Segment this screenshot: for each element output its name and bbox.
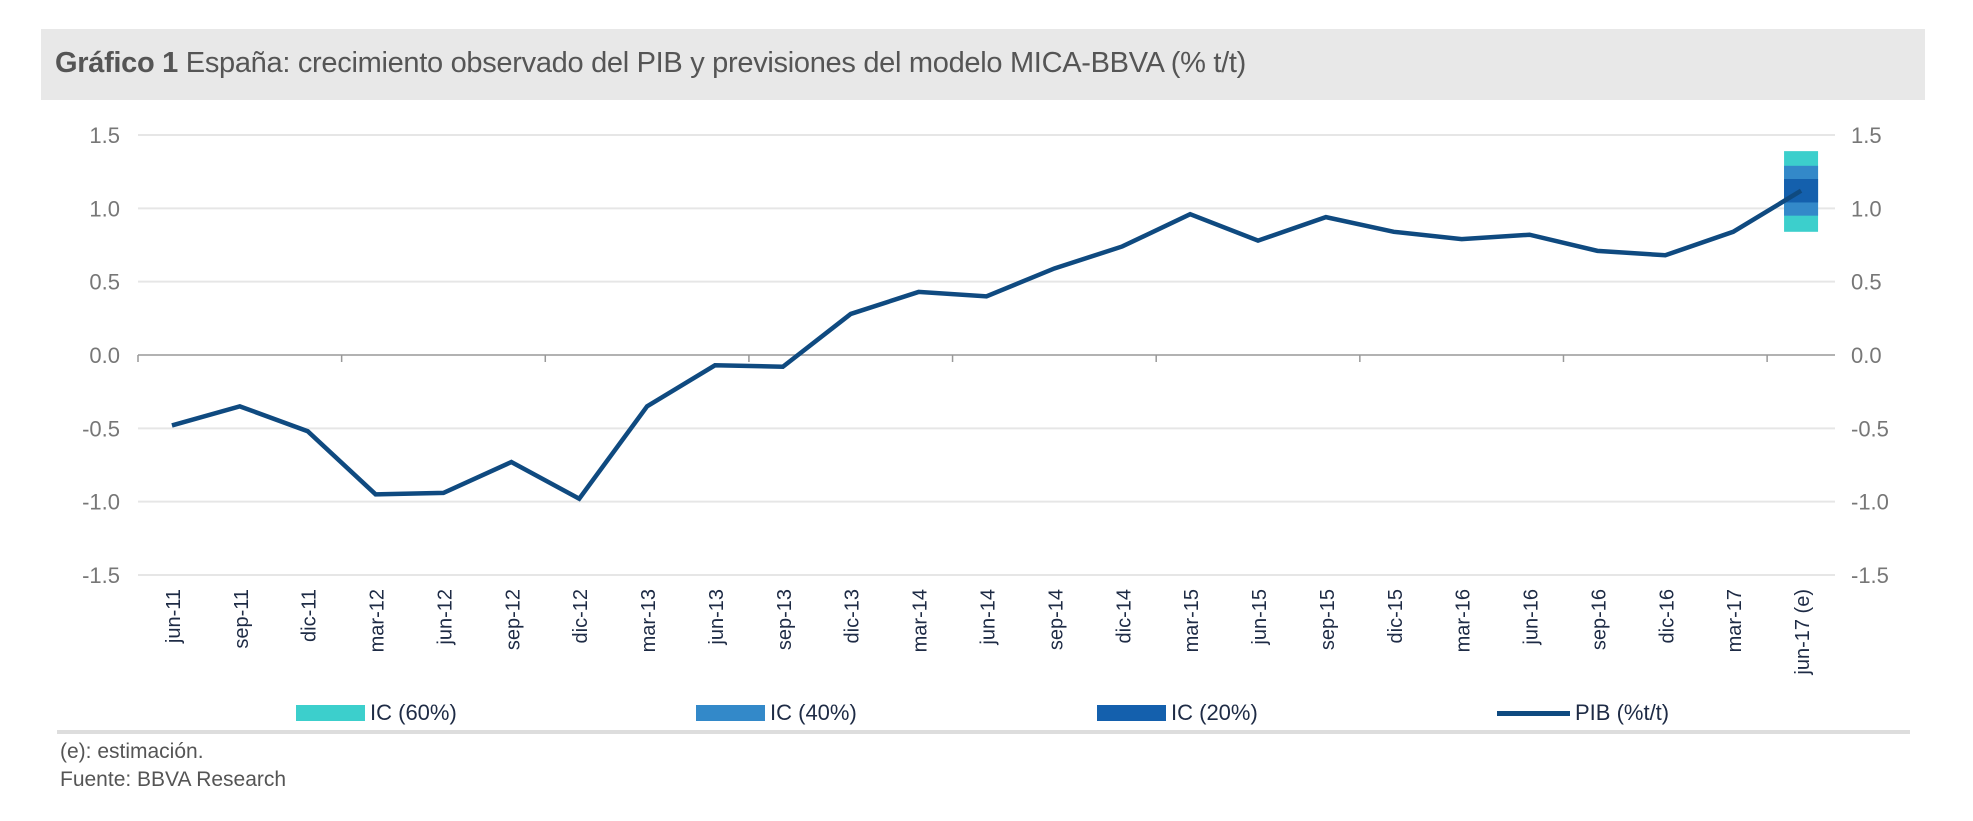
x-tick-label: jun-12 bbox=[434, 589, 456, 646]
y-tick-label-right: -1.5 bbox=[1851, 563, 1889, 588]
footnote-estimation: (e): estimación. bbox=[60, 740, 204, 763]
x-tick-label: dic-11 bbox=[299, 589, 321, 642]
x-tick-label: mar-12 bbox=[367, 589, 389, 652]
y-tick-label-left: 0.0 bbox=[89, 343, 120, 368]
x-tick-label: dic-13 bbox=[842, 589, 864, 643]
x-tick-label: jun-11 bbox=[163, 589, 185, 644]
x-tick-label: dic-16 bbox=[1656, 589, 1678, 643]
x-tick-label: sep-14 bbox=[1045, 589, 1067, 650]
chart-title-prefix: Gráfico 1 bbox=[55, 47, 179, 79]
footnote-source: Fuente: BBVA Research bbox=[60, 768, 287, 791]
pib-line bbox=[171, 188, 1803, 502]
x-tick-label: sep-12 bbox=[502, 589, 524, 650]
x-tick-label: dic-14 bbox=[1113, 589, 1135, 643]
legend-swatch-ic-60 bbox=[296, 705, 365, 721]
legend-label: IC (40%) bbox=[770, 700, 857, 725]
x-tick-label: dic-15 bbox=[1385, 589, 1407, 643]
legend-swatch-ic-20 bbox=[1097, 705, 1166, 721]
legend-ic-40: IC (40%) bbox=[696, 700, 857, 726]
legend-ic-20: IC (20%) bbox=[1097, 700, 1258, 726]
chart-title-text: España: crecimiento observado del PIB y … bbox=[185, 47, 1247, 79]
legend-pib: PIB (%t/t) bbox=[1497, 700, 1669, 726]
x-tick-label: mar-14 bbox=[910, 589, 932, 652]
y-tick-label-left: 1.5 bbox=[89, 123, 120, 148]
x-tick-label: mar-15 bbox=[1181, 589, 1203, 652]
y-tick-label-left: -1.0 bbox=[82, 490, 120, 515]
legend-ic-60: IC (60%) bbox=[296, 700, 457, 726]
y-tick-label-right: -1.0 bbox=[1851, 490, 1889, 515]
x-tick-label: sep-15 bbox=[1317, 589, 1339, 650]
y-tick-label-right: 0.5 bbox=[1851, 270, 1882, 295]
y-tick-label-left: -0.5 bbox=[82, 416, 120, 441]
y-tick-label-left: 0.5 bbox=[89, 270, 120, 295]
x-tick-label: mar-16 bbox=[1453, 589, 1475, 652]
y-tick-label-right: 1.0 bbox=[1851, 196, 1882, 221]
x-tick-label: jun-14 bbox=[978, 589, 1000, 646]
y-tick-label-right: -0.5 bbox=[1851, 416, 1889, 441]
x-tick-label: dic-12 bbox=[570, 589, 592, 643]
x-tick-label: jun-17 (e) bbox=[1792, 589, 1814, 676]
y-tick-label-left: 1.0 bbox=[89, 196, 120, 221]
x-tick-label: jun-15 bbox=[1249, 589, 1271, 646]
y-tick-label-right: 1.5 bbox=[1851, 123, 1882, 148]
chart-title: Gráfico 1 España: crecimiento observado … bbox=[55, 47, 1246, 80]
chart-title-bar: Gráfico 1 España: crecimiento observado … bbox=[41, 29, 1925, 100]
x-tick-label: sep-16 bbox=[1588, 589, 1610, 650]
legend-label: IC (60%) bbox=[370, 700, 457, 725]
x-tick-label: jun-13 bbox=[706, 589, 728, 646]
legend-swatch-ic-40 bbox=[696, 705, 765, 721]
x-tick-label: sep-11 bbox=[231, 589, 253, 649]
legend-label: PIB (%t/t) bbox=[1575, 700, 1670, 725]
x-tick-label: mar-13 bbox=[638, 589, 660, 652]
y-tick-label-right: 0.0 bbox=[1851, 343, 1882, 368]
y-tick-label-left: -1.5 bbox=[82, 563, 120, 588]
x-tick-label: sep-13 bbox=[774, 589, 796, 650]
x-tick-label: mar-17 bbox=[1724, 589, 1746, 652]
legend-label: IC (20%) bbox=[1171, 700, 1258, 725]
legend-line-pib bbox=[1497, 710, 1570, 716]
bottom-divider bbox=[57, 730, 1910, 734]
x-tick-label: jun-16 bbox=[1521, 589, 1543, 646]
